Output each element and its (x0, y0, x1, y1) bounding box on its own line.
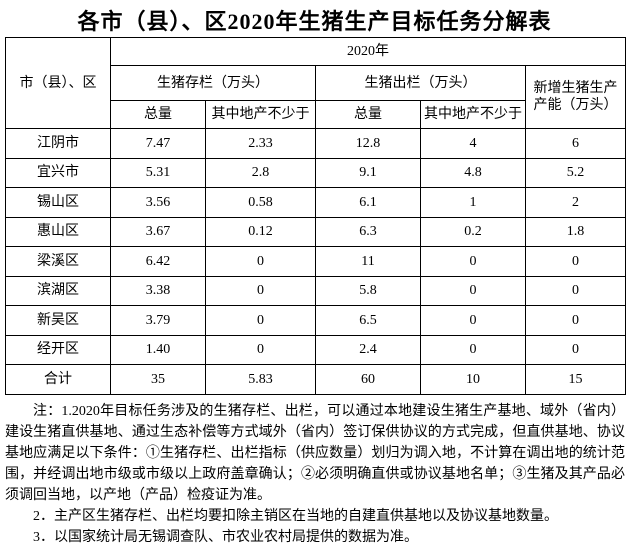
value-cell: 6.42 (110, 246, 206, 277)
value-cell: 0 (420, 305, 526, 336)
value-cell: 4.8 (420, 157, 526, 188)
value-cell: 0.12 (205, 216, 316, 247)
sub-header: 总量 (110, 100, 206, 129)
value-cell: 3.79 (110, 305, 206, 336)
target-table: 市（县）、区 2020年 生猪存栏（万头） 生猪出栏（万头） 新增生猪生产产能（… (5, 37, 627, 395)
value-cell: 6.3 (315, 216, 421, 247)
note: 注：1.2020年目标任务涉及的生猪存栏、出栏，可以通过本地建设生猪生产基地、域… (5, 404, 625, 503)
value-cell: 15 (524, 364, 627, 395)
value-cell: 0 (524, 275, 627, 306)
value-cell: 10 (420, 364, 526, 395)
value-cell: 2.33 (205, 128, 316, 159)
value-cell: 6 (524, 128, 627, 159)
value-cell: 0.58 (205, 187, 316, 218)
group-header: 生猪存栏（万头） (110, 65, 316, 101)
region-cell: 惠山区 (5, 216, 111, 247)
value-cell: 5.83 (205, 364, 316, 395)
table-row: 合计 35 5.83 60 10 15 (5, 364, 627, 395)
note: 3．以国家统计局无锡调查队、市农业农村局提供的数据为准。 (33, 530, 418, 545)
notes: 注：1.2020年目标任务涉及的生猪存栏、出栏，可以通过本地建设生猪生产基地、域… (5, 401, 625, 548)
table-row: 滨湖区 3.38 0 5.8 0 0 (5, 275, 627, 306)
value-cell: 1 (420, 187, 526, 218)
table-row: 新吴区 3.79 0 6.5 0 0 (5, 305, 627, 336)
region-cell: 江阴市 (5, 128, 111, 159)
value-cell: 6.5 (315, 305, 421, 336)
table-row: 宜兴市 5.31 2.8 9.1 4.8 5.2 (5, 157, 627, 188)
table-row: 梁溪区 6.42 0 11 0 0 (5, 246, 627, 277)
value-cell: 0 (205, 275, 316, 306)
page: {"title": "各市（县）、区2020年生猪生产目标任务分解表", "ta… (5, 9, 627, 545)
region-cell: 宜兴市 (5, 157, 111, 188)
value-cell: 0 (524, 246, 627, 277)
value-cell: 35 (110, 364, 206, 395)
value-cell: 3.56 (110, 187, 206, 218)
value-cell: 11 (315, 246, 421, 277)
value-cell: 5.31 (110, 157, 206, 188)
year-header: 2020年 (109, 37, 627, 66)
sub-header: 其中地产不少于 (205, 100, 316, 129)
region-cell: 合计 (5, 364, 111, 395)
value-cell: 0 (420, 334, 526, 365)
value-cell: 2.8 (205, 157, 316, 188)
value-cell: 12.8 (315, 128, 421, 159)
sub-header: 其中地产不少于 (420, 100, 526, 129)
region-cell: 新吴区 (5, 305, 111, 336)
region-cell: 滨湖区 (5, 275, 111, 306)
region-header: 市（县）、区 (5, 37, 111, 129)
value-cell: 1.40 (110, 334, 206, 365)
value-cell: 0 (205, 305, 316, 336)
value-cell: 3.38 (110, 275, 206, 306)
table-row: 经开区 1.40 0 2.4 0 0 (5, 334, 627, 365)
value-cell: 7.47 (110, 128, 206, 159)
value-cell: 0 (524, 305, 627, 336)
region-cell: 经开区 (5, 334, 111, 365)
table-row: 惠山区 3.67 0.12 6.3 0.2 1.8 (5, 216, 627, 247)
sub-header: 总量 (315, 100, 421, 129)
value-cell: 0.2 (420, 216, 526, 247)
table-row: 锡山区 3.56 0.58 6.1 1 2 (5, 187, 627, 218)
value-cell: 5.8 (315, 275, 421, 306)
value-cell: 0 (420, 246, 526, 277)
value-cell: 3.67 (110, 216, 206, 247)
group-header: 生猪出栏（万头） (315, 65, 526, 101)
value-cell: 4 (420, 128, 526, 159)
value-cell: 0 (420, 275, 526, 306)
value-cell: 0 (205, 334, 316, 365)
value-cell: 6.1 (315, 187, 421, 218)
region-cell: 锡山区 (5, 187, 111, 218)
value-cell: 2 (524, 187, 627, 218)
table-row: 江阴市 7.47 2.33 12.8 4 6 (5, 128, 627, 159)
value-cell: 60 (315, 364, 421, 395)
value-cell: 9.1 (315, 157, 421, 188)
note: 2．主产区生猪存栏、出栏均要扣除主销区在当地的自建直供基地以及协议基地数量。 (33, 509, 558, 524)
region-cell: 梁溪区 (5, 246, 111, 277)
value-cell: 2.4 (315, 334, 421, 365)
group-header: 新增生猪生产产能（万头） (524, 65, 627, 129)
value-cell: 0 (524, 334, 627, 365)
value-cell: 1.8 (524, 216, 627, 247)
value-cell: 5.2 (524, 157, 627, 188)
title: 各市（县）、区2020年生猪生产目标任务分解表 (77, 9, 552, 34)
value-cell: 0 (205, 246, 316, 277)
